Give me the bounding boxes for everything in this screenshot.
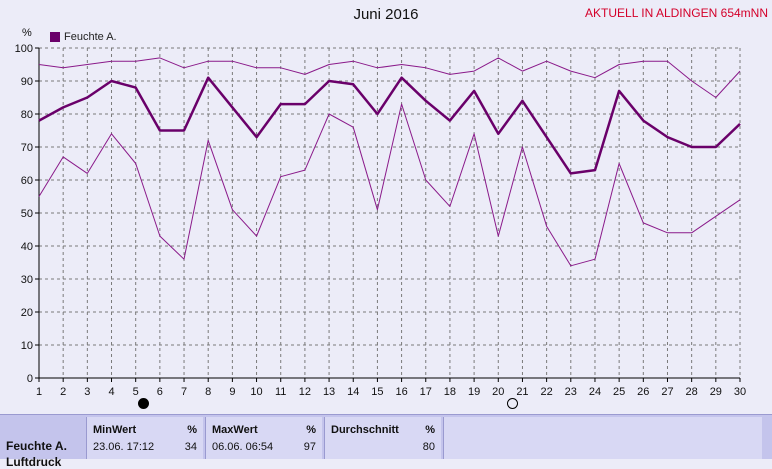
x-tick-label: 19	[468, 386, 480, 398]
avg-unit: %	[425, 424, 435, 436]
stats-row-label-2: Luftdruck	[6, 455, 62, 469]
x-tick-label: 10	[250, 386, 262, 398]
y-tick-label: 50	[21, 208, 33, 220]
y-axis-unit: %	[22, 27, 32, 39]
y-tick-label: 70	[21, 142, 33, 154]
x-tick-label: 1	[36, 386, 42, 398]
y-tick-label: 60	[21, 175, 33, 187]
x-tick-label: 22	[540, 386, 552, 398]
x-tick-label: 14	[347, 386, 359, 398]
min-cell: MinWert % 23.06. 17:12 34	[86, 417, 203, 459]
x-tick-label: 18	[444, 386, 456, 398]
stats-bar: Feuchte A. Luftdruck MinWert % 23.06. 17…	[0, 414, 772, 469]
x-tick-label: 3	[84, 386, 90, 398]
x-tick-label: 15	[371, 386, 383, 398]
x-tick-label: 13	[323, 386, 335, 398]
y-tick-label: 100	[15, 43, 33, 55]
x-tick-label: 30	[734, 386, 746, 398]
legend-label: Feuchte A.	[64, 31, 117, 43]
x-tick-label: 12	[299, 386, 311, 398]
max-when: 06.06. 06:54	[212, 441, 274, 453]
x-tick-label: 29	[710, 386, 722, 398]
x-tick-label: 21	[516, 386, 528, 398]
min-value: 34	[184, 441, 197, 453]
x-tick-label: 27	[661, 386, 673, 398]
x-tick-label: 23	[565, 386, 577, 398]
y-tick-label: 30	[21, 274, 33, 286]
prev-marker-icon[interactable]	[138, 398, 149, 409]
chart-title: Juni 2016	[353, 6, 419, 23]
x-tick-label: 24	[589, 386, 601, 398]
x-tick-label: 28	[686, 386, 698, 398]
legend-swatch	[50, 32, 60, 42]
x-tick-label: 11	[275, 386, 286, 398]
x-tick-label: 4	[108, 386, 114, 398]
min-header: MinWert	[93, 424, 137, 436]
y-tick-label: 20	[21, 307, 33, 319]
x-tick-label: 20	[492, 386, 504, 398]
next-marker-icon[interactable]	[507, 398, 518, 409]
x-tick-label: 26	[637, 386, 649, 398]
min-when: 23.06. 17:12	[93, 441, 155, 453]
series-line-min	[38, 103, 741, 267]
station-label: AKTUELL IN ALDINGEN 654mNN	[585, 6, 768, 20]
avg-cell: Durchschnitt % 80	[324, 417, 441, 459]
x-tick-label: 8	[205, 386, 211, 398]
y-tick-label: 90	[21, 76, 33, 88]
x-tick-label: 16	[395, 386, 407, 398]
max-unit: %	[306, 424, 316, 436]
legend: Feuchte A.	[50, 31, 117, 43]
x-tick-label: 7	[181, 386, 187, 398]
series-line-max	[38, 57, 741, 98]
y-tick-label: 80	[21, 109, 33, 121]
empty-cell	[443, 417, 762, 459]
x-tick-label: 2	[60, 386, 66, 398]
avg-header: Durchschnitt	[331, 424, 399, 436]
max-value: 97	[303, 441, 316, 453]
max-cell: MaxWert % 06.06. 06:54 97	[205, 417, 322, 459]
y-tick-label: 40	[21, 241, 33, 253]
x-tick-label: 6	[157, 386, 163, 398]
series-line-mean	[38, 76, 741, 175]
x-tick-label: 17	[420, 386, 432, 398]
y-tick-label: 10	[21, 340, 33, 352]
x-tick-label: 9	[229, 386, 235, 398]
avg-value: 80	[422, 441, 435, 453]
min-unit: %	[187, 424, 197, 436]
stats-row-label: Feuchte A.	[6, 439, 67, 453]
x-tick-label: 5	[133, 386, 139, 398]
x-tick-label: 25	[613, 386, 625, 398]
max-header: MaxWert	[212, 424, 258, 436]
y-tick-label: 0	[27, 373, 33, 385]
